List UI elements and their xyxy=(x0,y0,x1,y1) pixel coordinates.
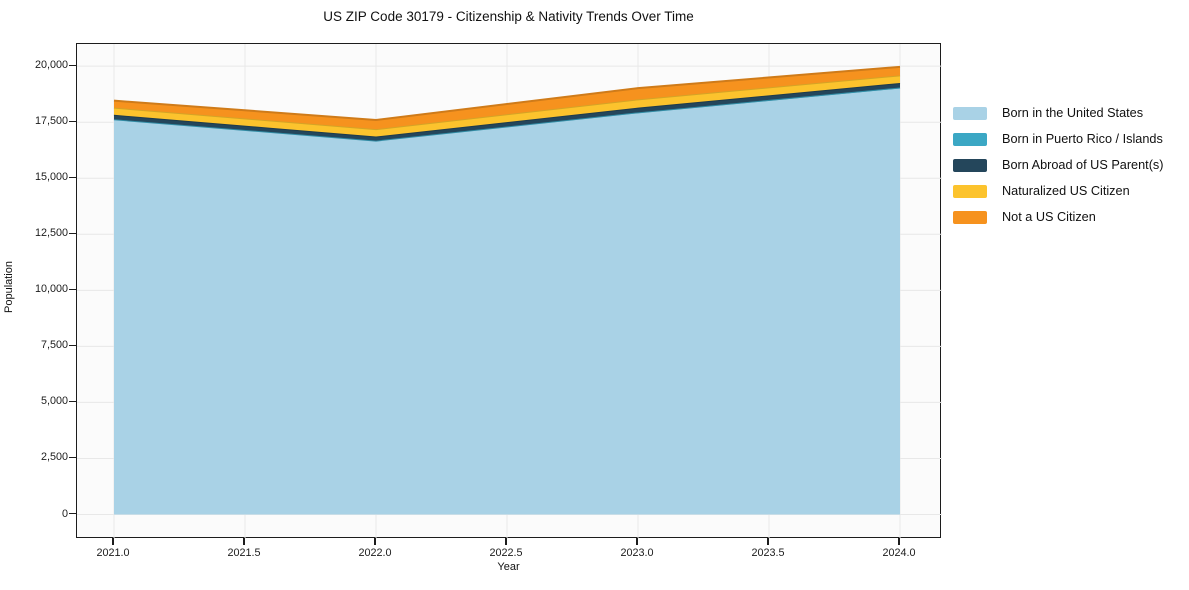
y-tick-mark xyxy=(69,176,76,178)
x-tick-label: 2022.0 xyxy=(358,547,392,559)
legend-item-label: Born in Puerto Rico / Islands xyxy=(1002,132,1163,146)
legend-item: Born in Puerto Rico / Islands xyxy=(953,126,1164,152)
x-tick-mark xyxy=(112,538,114,545)
x-tick-label: 2022.5 xyxy=(489,547,523,559)
x-tick-mark xyxy=(898,538,900,545)
legend-swatch xyxy=(953,184,987,198)
y-tick-mark xyxy=(69,64,76,66)
x-tick-mark xyxy=(636,538,638,545)
x-tick-label: 2024.0 xyxy=(882,547,916,559)
legend-item: Born Abroad of US Parent(s) xyxy=(953,152,1164,178)
x-tick-label: 2023.5 xyxy=(751,547,785,559)
chart-title: US ZIP Code 30179 - Citizenship & Nativi… xyxy=(323,9,694,24)
legend-swatch xyxy=(953,210,987,224)
y-tick-label: 7,500 xyxy=(40,339,68,352)
area-layer-1 xyxy=(114,88,900,515)
y-tick-mark xyxy=(69,344,76,347)
legend-swatch xyxy=(953,158,987,172)
y-tick-label: 0 xyxy=(61,507,68,520)
area-layer-5-edge xyxy=(113,65,901,121)
y-tick-mark xyxy=(69,456,76,459)
x-tick-mark xyxy=(243,538,245,545)
y-tick-mark xyxy=(69,288,76,290)
x-tick-label: 2021.5 xyxy=(227,547,261,559)
y-tick-label: 10,000 xyxy=(34,283,68,296)
y-tick-mark xyxy=(69,232,76,234)
y-tick-label: 5,000 xyxy=(40,395,68,408)
y-tick-mark xyxy=(69,512,76,515)
y-tick-label: 17,500 xyxy=(34,115,68,128)
y-axis-title: Population xyxy=(3,261,15,313)
legend-item-label: Naturalized US Citizen xyxy=(1002,184,1130,198)
legend-swatch xyxy=(953,106,987,120)
x-tick-mark xyxy=(374,538,376,545)
plot-area xyxy=(76,43,942,539)
x-axis-title: Year xyxy=(497,561,520,573)
legend-swatch xyxy=(953,132,987,146)
legend-item-label: Born in the United States xyxy=(1002,106,1144,120)
y-tick-label: 2,500 xyxy=(40,451,68,464)
x-tick-label: 2023.0 xyxy=(620,547,654,559)
legend-item: Not a US Citizen xyxy=(953,204,1164,230)
legend-item: Naturalized US Citizen xyxy=(953,178,1164,204)
y-tick-mark xyxy=(69,120,76,122)
x-tick-mark xyxy=(505,538,507,545)
stacked-area-plot xyxy=(77,44,942,539)
legend-item-label: Born Abroad of US Parent(s) xyxy=(1002,158,1164,172)
y-tick-mark xyxy=(69,400,76,403)
legend-item: Born in the United States xyxy=(953,100,1164,126)
x-tick-mark xyxy=(767,538,769,545)
x-tick-label: 2021.0 xyxy=(96,547,130,559)
legend-item-label: Not a US Citizen xyxy=(1002,210,1096,224)
y-tick-label: 15,000 xyxy=(34,171,68,184)
y-tick-label: 12,500 xyxy=(34,227,68,240)
legend: Born in the United States Born in Puerto … xyxy=(953,100,1164,230)
y-tick-label: 20,000 xyxy=(34,59,68,72)
